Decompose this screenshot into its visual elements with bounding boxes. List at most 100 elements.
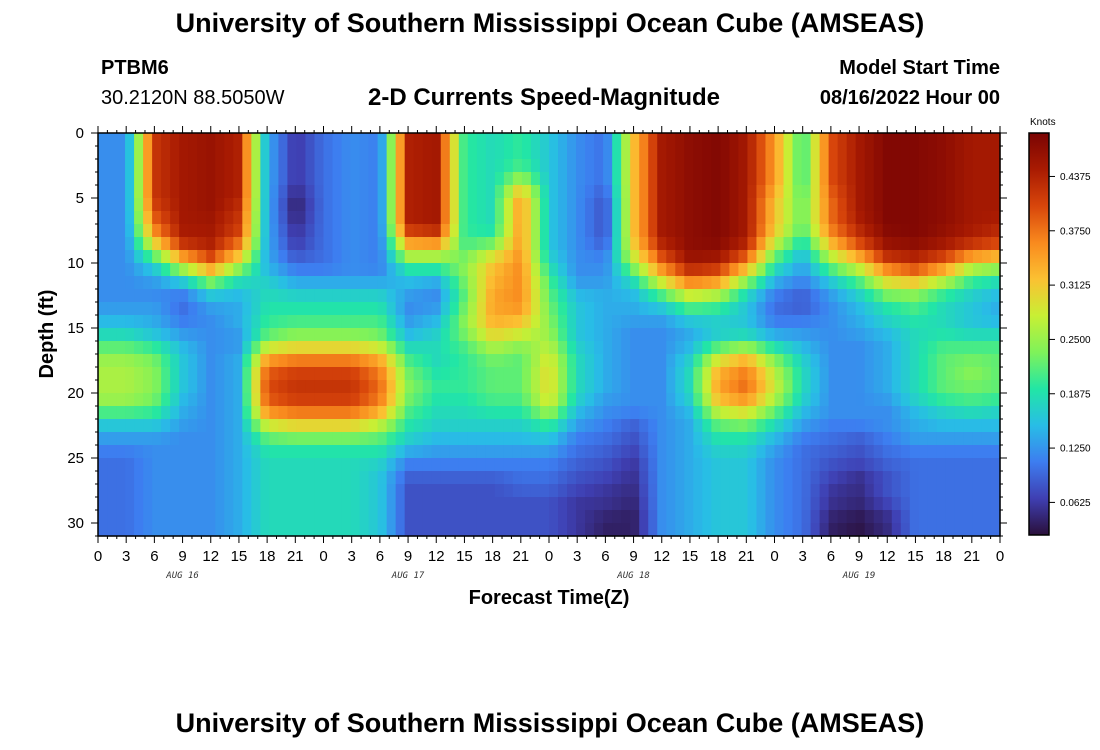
heatmap-cell [152,250,162,264]
heatmap-cell [197,497,207,511]
heatmap-cell [287,302,298,316]
heatmap-cell [107,198,117,212]
heatmap-cell [431,263,442,277]
heatmap-cell [278,445,289,459]
heatmap-cell [323,484,334,498]
heatmap-cell [648,328,658,342]
heatmap-cell [729,432,740,446]
heatmap-cell [810,289,821,303]
heatmap-cell [332,133,343,147]
heatmap-cell [702,328,712,342]
heatmap-cell [972,419,983,433]
heatmap-cell [567,497,577,511]
heatmap-cell [720,406,730,420]
heatmap-cell [711,146,721,160]
heatmap-cell [314,328,325,342]
heatmap-cell [206,484,216,498]
heatmap-cell [512,523,523,537]
heatmap-cell [711,211,721,225]
heatmap-cell [125,354,135,368]
heatmap-cell [269,250,279,264]
heatmap-cell [801,302,812,316]
heatmap-cell [188,341,198,355]
heatmap-cell [512,250,523,264]
heatmap-cell [630,432,640,446]
heatmap-cell [918,354,929,368]
heatmap-cell [269,432,279,446]
heatmap-cell [567,458,577,472]
heatmap-cell [900,458,911,472]
heatmap-cell [549,250,559,264]
heatmap-cell [828,211,839,225]
heatmap-cell [134,341,144,355]
heatmap-cell [837,510,848,524]
heatmap-cell [900,341,911,355]
heatmap-cell [828,133,839,147]
heatmap-cell [305,458,316,472]
heatmap-cell [549,497,559,511]
heatmap-cell [891,263,902,277]
heatmap-cell [549,211,559,225]
heatmap-cell [729,393,740,407]
heatmap-cell [846,224,857,238]
heatmap-cell [747,185,758,199]
heatmap-cell [819,237,830,251]
x-tick-label: 9 [629,548,637,565]
heatmap-cell [458,172,469,186]
heatmap-cell [512,159,523,173]
heatmap-cell [197,419,207,433]
heatmap-cell [558,250,568,264]
heatmap-cell [990,484,1001,498]
heatmap-cell [458,302,469,316]
heatmap-cell [684,510,694,524]
heatmap-cell [666,341,676,355]
heatmap-cell [314,315,325,329]
heatmap-cell [837,419,848,433]
heatmap-cell [621,523,631,537]
heatmap-cell [612,159,622,173]
heatmap-cell [621,289,631,303]
heatmap-cell [449,237,460,251]
heatmap-cell [639,458,649,472]
heatmap-cell [792,263,803,277]
heatmap-cell [323,198,334,212]
heatmap-cell [287,497,298,511]
heatmap-cell [359,289,370,303]
heatmap-cell [485,471,496,485]
heatmap-cell [621,419,631,433]
heatmap-cell [242,367,252,381]
heatmap-cell [359,146,370,160]
heatmap-cell [377,406,388,420]
heatmap-cell [558,445,568,459]
heatmap-cell [494,393,505,407]
heatmap-cell [251,211,261,225]
heatmap-cell [783,250,794,264]
heatmap-cell [494,419,505,433]
heatmap-cell [143,224,153,238]
heatmap-cell [305,406,316,420]
heatmap-cell [278,133,289,147]
heatmap-cell [476,328,487,342]
heatmap-cell [981,328,992,342]
heatmap-cell [512,172,523,186]
heatmap-cell [684,341,694,355]
heatmap-cell [684,211,694,225]
x-tick-label: 12 [202,548,219,565]
heatmap-cell [900,471,911,485]
heatmap-cell [963,263,974,277]
heatmap-cell [197,315,207,329]
heatmap-cell [476,367,487,381]
heatmap-cell [738,224,749,238]
heatmap-cell [188,237,198,251]
heatmap-cell [269,172,279,186]
colorbar-tick-label: 0.2500 [1060,335,1091,346]
heatmap-cell [639,341,649,355]
heatmap-cell [909,445,920,459]
heatmap-cell [332,497,343,511]
heatmap-cell [179,237,189,251]
heatmap-cell [323,497,334,511]
heatmap-cell [612,276,622,290]
heatmap-cell [386,393,397,407]
heatmap-cell [431,341,442,355]
heatmap-cell [792,133,803,147]
